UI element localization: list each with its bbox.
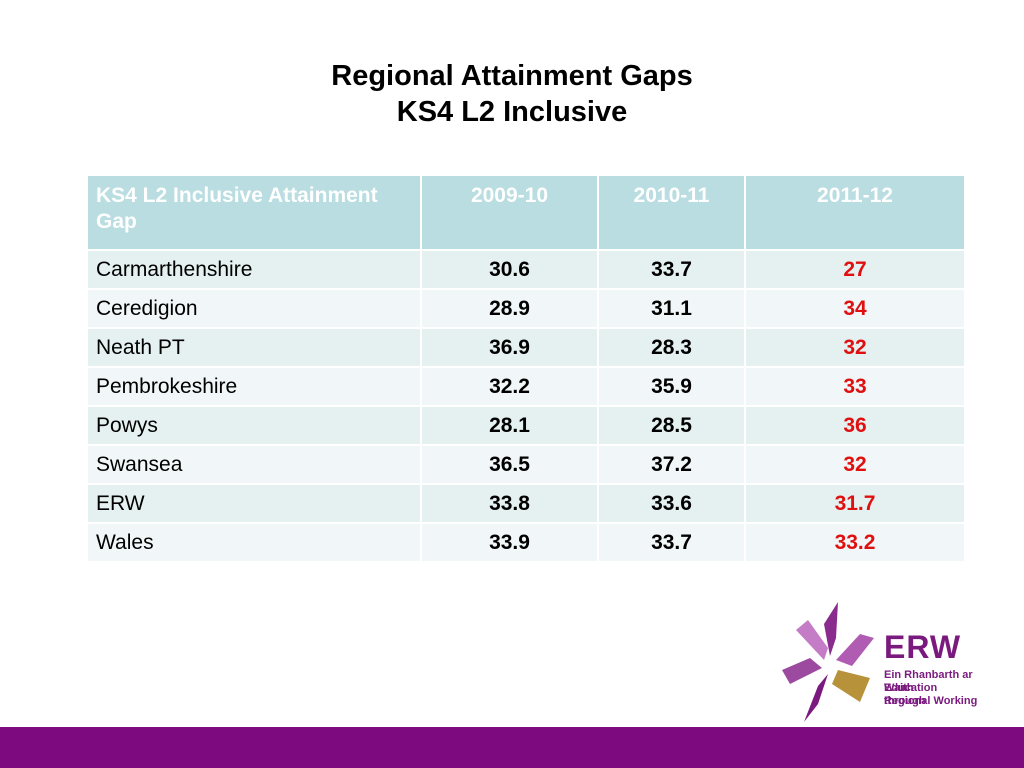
- value-cell: 36.9: [420, 327, 599, 368]
- value-cell: 35.9: [597, 366, 746, 407]
- latest-value-cell: 33.2: [744, 522, 966, 563]
- table-row: ERW 33.8 33.6 31.7: [86, 483, 966, 524]
- latest-value-cell: 31.7: [744, 483, 966, 524]
- attainment-gap-table: KS4 L2 Inclusive Attainment Gap 2009-10 …: [86, 174, 966, 563]
- region-cell: Neath PT: [86, 327, 422, 368]
- value-cell: 33.9: [420, 522, 599, 563]
- table-row: Carmarthenshire 30.6 33.7 27: [86, 249, 966, 290]
- erw-logo: ERW Ein Rhanbarth ar Waith Education thr…: [780, 600, 980, 725]
- table-row: Powys 28.1 28.5 36: [86, 405, 966, 446]
- latest-value-cell: 36: [744, 405, 966, 446]
- value-cell: 30.6: [420, 249, 599, 290]
- table-row: Pembrokeshire 32.2 35.9 33: [86, 366, 966, 407]
- latest-value-cell: 27: [744, 249, 966, 290]
- table-row: Ceredigion 28.9 31.1 34: [86, 288, 966, 329]
- value-cell: 28.1: [420, 405, 599, 446]
- latest-value-cell: 34: [744, 288, 966, 329]
- title-line-2: KS4 L2 Inclusive: [396, 96, 628, 128]
- region-cell: Powys: [86, 405, 422, 446]
- column-header-measure: KS4 L2 Inclusive Attainment Gap: [86, 174, 422, 251]
- column-header-2009-10: 2009-10: [420, 174, 599, 251]
- region-cell: Ceredigion: [86, 288, 422, 329]
- region-cell: ERW: [86, 483, 422, 524]
- logo-tagline-1: Ein Rhanbarth ar Waith: [884, 669, 973, 694]
- column-header-2010-11: 2010-11: [597, 174, 746, 251]
- table-row: Wales 33.9 33.7 33.2: [86, 522, 966, 563]
- value-cell: 33.8: [420, 483, 599, 524]
- table-header-row: KS4 L2 Inclusive Attainment Gap 2009-10 …: [86, 174, 966, 251]
- latest-value-cell: 33: [744, 366, 966, 407]
- slide-title: Regional Attainment Gaps KS4 L2 Inclusiv…: [0, 58, 1024, 130]
- value-cell: 33.6: [597, 483, 746, 524]
- region-cell: Carmarthenshire: [86, 249, 422, 290]
- title-line-1: Regional Attainment Gaps: [331, 60, 693, 92]
- value-cell: 37.2: [597, 444, 746, 485]
- column-header-2011-12: 2011-12: [744, 174, 966, 251]
- region-cell: Swansea: [86, 444, 422, 485]
- table-row: Neath PT 36.9 28.3 32: [86, 327, 966, 368]
- star-logo-icon: [782, 602, 874, 722]
- logo-tagline-3: Regional Working: [884, 695, 978, 707]
- logo-tagline-2: Education through: [884, 682, 938, 707]
- latest-value-cell: 32: [744, 444, 966, 485]
- value-cell: 33.7: [597, 249, 746, 290]
- value-cell: 31.1: [597, 288, 746, 329]
- latest-value-cell: 32: [744, 327, 966, 368]
- value-cell: 28.5: [597, 405, 746, 446]
- region-cell: Wales: [86, 522, 422, 563]
- value-cell: 32.2: [420, 366, 599, 407]
- region-cell: Pembrokeshire: [86, 366, 422, 407]
- value-cell: 28.9: [420, 288, 599, 329]
- value-cell: 33.7: [597, 522, 746, 563]
- value-cell: 36.5: [420, 444, 599, 485]
- table-row: Swansea 36.5 37.2 32: [86, 444, 966, 485]
- footer-bar: [0, 727, 1024, 768]
- logo-name: ERW: [884, 629, 962, 665]
- value-cell: 28.3: [597, 327, 746, 368]
